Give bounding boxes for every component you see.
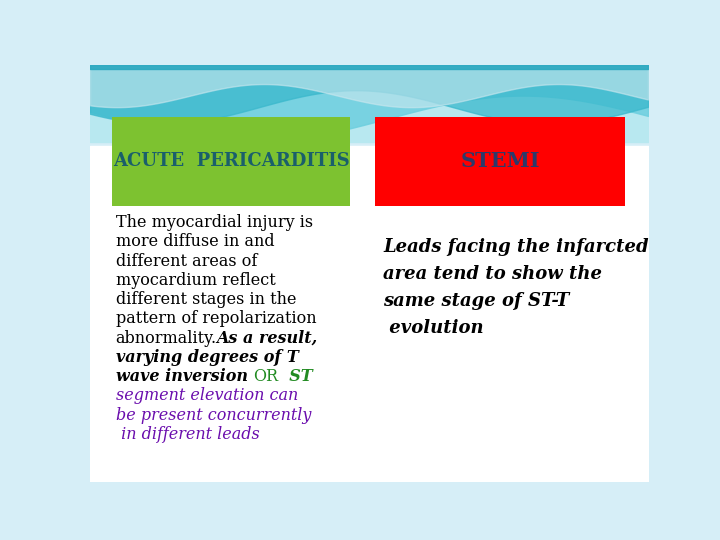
Text: The myocardial injury is: The myocardial injury is: [116, 214, 312, 231]
Text: varying degrees of T: varying degrees of T: [116, 349, 298, 366]
Text: As a result,: As a result,: [217, 329, 318, 347]
Text: OR: OR: [253, 368, 279, 385]
Text: more diffuse in and: more diffuse in and: [116, 233, 274, 251]
Text: pattern of repolarization: pattern of repolarization: [116, 310, 316, 327]
Text: segment elevation can: segment elevation can: [116, 387, 298, 404]
Text: abnormality.: abnormality.: [116, 329, 217, 347]
Text: myocardium reflect: myocardium reflect: [116, 272, 275, 289]
Text: STEMI: STEMI: [460, 151, 540, 171]
Text: wave inversion: wave inversion: [116, 368, 253, 385]
Text: ST: ST: [279, 368, 313, 385]
Bar: [112, 117, 351, 206]
Text: be present concurrently: be present concurrently: [116, 407, 311, 424]
Text: Leads facing the infarcted
area tend to show the
same stage of ST-T
 evolution: Leads facing the infarcted area tend to …: [383, 238, 649, 338]
Text: ACUTE  PERICARDITIS: ACUTE PERICARDITIS: [112, 152, 349, 170]
Text: in different leads: in different leads: [116, 426, 259, 443]
Text: different stages in the: different stages in the: [116, 291, 296, 308]
Bar: [375, 117, 625, 206]
Text: different areas of: different areas of: [116, 253, 257, 269]
